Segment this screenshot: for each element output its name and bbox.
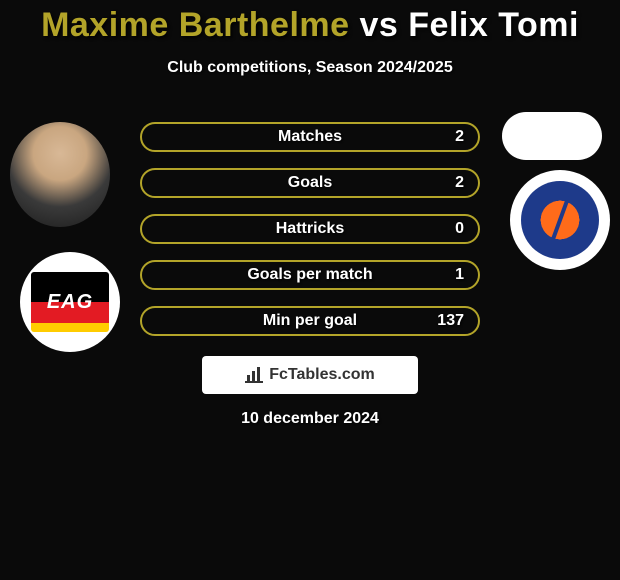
stat-row-hattricks: Hattricks 0 [140, 214, 480, 244]
player2-club-badge [510, 170, 610, 270]
stat-row-goals: Goals 2 [140, 168, 480, 198]
stat-row-gpm: Goals per match 1 [140, 260, 480, 290]
eag-badge-text: EAG [47, 292, 93, 312]
stat-value: 137 [437, 312, 464, 330]
chart-icon [245, 367, 263, 383]
player2-photo-placeholder [502, 112, 602, 160]
brand-text: FcTables.com [269, 366, 375, 384]
vs-separator: vs [360, 6, 399, 44]
stat-value: 2 [455, 174, 464, 192]
stat-label: Goals [142, 174, 478, 192]
stat-row-mpg: Min per goal 137 [140, 306, 480, 336]
stat-value: 2 [455, 128, 464, 146]
stat-value: 1 [455, 266, 464, 284]
stat-label: Goals per match [142, 266, 478, 284]
stat-label: Matches [142, 128, 478, 146]
tappara-badge-icon [521, 181, 599, 259]
player2-name: Felix Tomi [408, 6, 579, 44]
comparison-title: Maxime Barthelme vs Felix Tomi [0, 0, 620, 45]
brand-footer[interactable]: FcTables.com [202, 356, 418, 394]
stat-label: Min per goal [142, 312, 478, 330]
player1-club-badge: EAG [20, 252, 120, 352]
player1-photo [10, 122, 110, 227]
eag-badge-icon: EAG [31, 272, 109, 332]
stat-row-matches: Matches 2 [140, 122, 480, 152]
stat-value: 0 [455, 220, 464, 238]
stat-label: Hattricks [142, 220, 478, 238]
player1-name: Maxime Barthelme [41, 6, 349, 44]
comparison-subtitle: Club competitions, Season 2024/2025 [0, 59, 620, 77]
stats-container: Matches 2 Goals 2 Hattricks 0 Goals per … [140, 122, 480, 352]
snapshot-date: 10 december 2024 [0, 410, 620, 428]
